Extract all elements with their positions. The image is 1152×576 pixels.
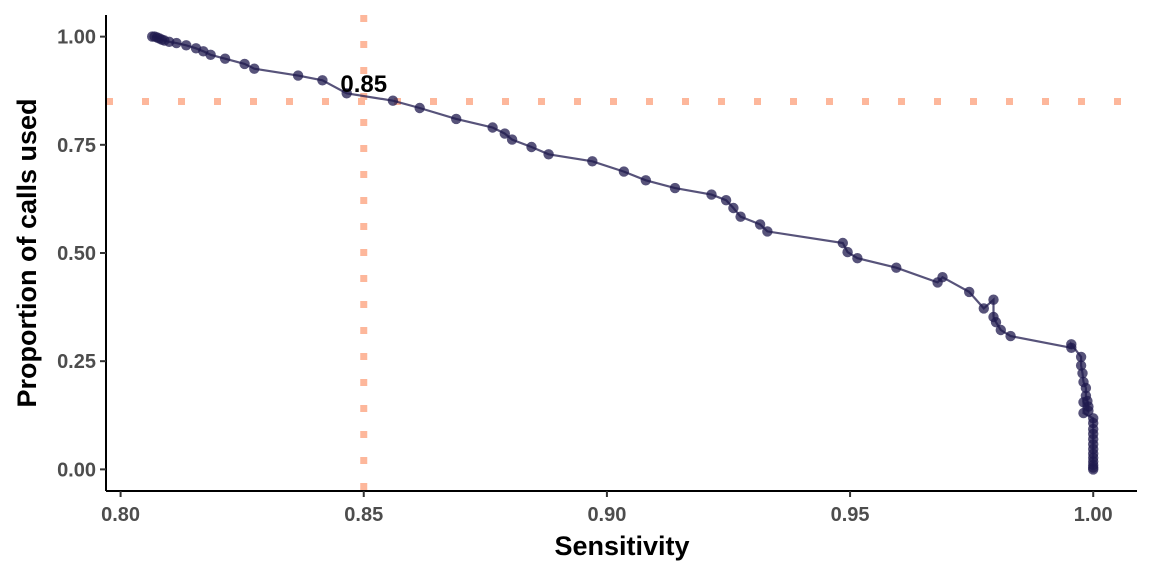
data-point [499, 128, 510, 139]
series-layer [147, 31, 1099, 475]
data-point [891, 262, 902, 273]
data-point [1088, 464, 1099, 475]
data-point [1077, 368, 1088, 379]
data-point [451, 113, 462, 125]
data-point [706, 189, 717, 200]
x-tick-label: 0.85 [344, 504, 383, 526]
data-point [618, 166, 630, 177]
data-point [964, 286, 975, 298]
data-point [487, 122, 498, 133]
data-point [720, 195, 732, 206]
data-point [669, 182, 681, 194]
x-axis-title: Sensitivity [554, 531, 689, 561]
data-point [317, 75, 328, 86]
annotation-label: 0.85 [340, 71, 387, 98]
data-point [526, 141, 537, 153]
y-tick-label: 0.00 [57, 459, 96, 481]
data-point [1075, 360, 1087, 371]
x-tick-label: 0.80 [101, 504, 140, 526]
x-tick-label: 0.90 [587, 504, 626, 526]
data-point [1075, 351, 1087, 363]
data-point [978, 303, 989, 314]
data-point [1078, 407, 1089, 419]
series-line [152, 35, 1095, 470]
data-point [292, 70, 304, 81]
data-point [341, 88, 352, 99]
data-point [990, 317, 1002, 328]
data-point [587, 156, 598, 167]
y-axis-title: Proportion of calls used [12, 98, 42, 407]
data-point [249, 63, 260, 74]
data-point [1078, 397, 1089, 408]
ticks: 0.80 0.85 0.90 0.95 1.00 0.00 0.25 0.50 0.75 1.00 [57, 27, 1113, 526]
data-point [728, 202, 739, 214]
data-point [754, 219, 766, 230]
y-tick-label: 0.50 [57, 243, 96, 265]
data-point [852, 253, 863, 264]
data-point [937, 272, 948, 283]
x-tick-label: 1.00 [1074, 504, 1113, 526]
x-tick-label: 0.95 [831, 504, 870, 526]
y-tick-label: 1.00 [57, 27, 96, 49]
data-point [181, 40, 192, 51]
y-tick-label: 0.25 [57, 351, 96, 373]
data-point [414, 102, 425, 114]
data-point [205, 49, 216, 60]
data-point [837, 237, 848, 249]
data-point [988, 294, 999, 305]
data-point [842, 246, 853, 258]
data-point [1066, 339, 1077, 350]
data-point [640, 175, 651, 186]
data-point [762, 226, 773, 237]
data-point [1080, 382, 1092, 394]
data-point [995, 324, 1006, 336]
data-point [171, 37, 182, 49]
data-point [506, 134, 518, 145]
data-point [387, 95, 399, 106]
data-point [735, 211, 746, 222]
data-point [543, 149, 554, 160]
reference-lines [106, 15, 1137, 491]
data-point [1005, 330, 1016, 342]
data-point [219, 53, 231, 64]
y-tick-label: 0.75 [57, 135, 96, 157]
axes [105, 15, 1137, 492]
data-point [239, 58, 250, 70]
